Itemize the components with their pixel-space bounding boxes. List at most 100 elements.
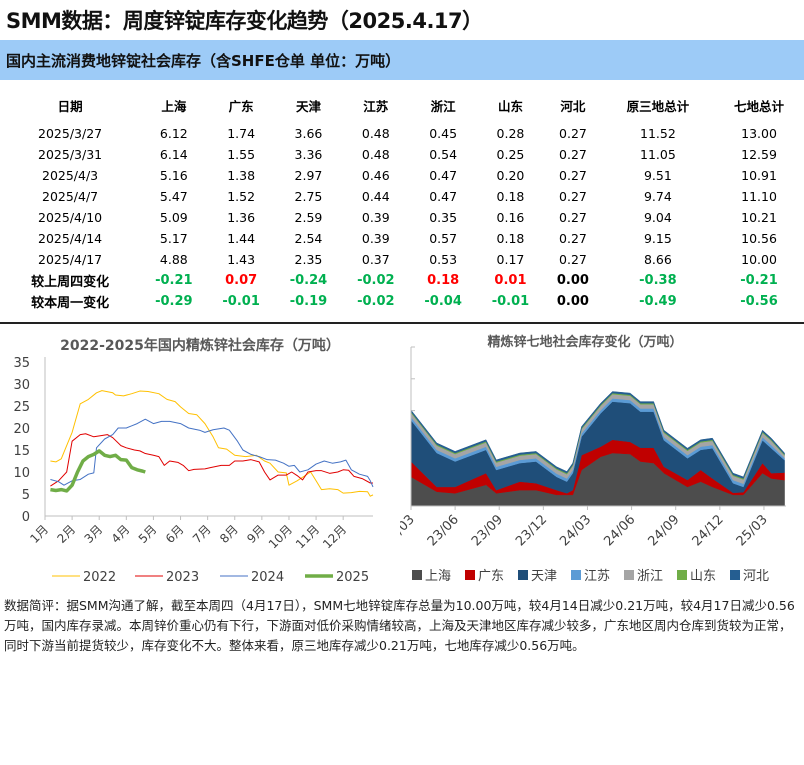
value-cell: 0.53	[429, 252, 458, 267]
value-cell: 0.18	[496, 189, 525, 204]
legend-swatch	[465, 570, 475, 580]
legend-label: 江苏	[584, 568, 610, 584]
change-cell: -0.21	[740, 273, 778, 288]
value-cell: 2.97	[294, 168, 323, 183]
value-cell: 0.27	[559, 126, 587, 141]
value-cell: 5.47	[159, 189, 188, 204]
x-tick-label: 24/06	[601, 512, 638, 549]
change-row: 较本周一变化 -0.29 -0.01 -0.19 -0.02 -0.04 -0.01 0.00…	[0, 291, 804, 312]
value-cell: 0.28	[496, 126, 525, 141]
y-tick-label: 35	[13, 356, 30, 371]
value-cell: 13.00	[741, 126, 777, 141]
x-tick-label: 23/09	[469, 512, 506, 549]
x-tick-label: 23/06	[425, 512, 462, 549]
value-cell: 0.57	[429, 231, 458, 246]
value-cell: 0.27	[559, 210, 587, 225]
x-tick-label: 7月	[190, 522, 214, 546]
legend-label: 山东	[690, 569, 716, 584]
x-tick-label: 11月	[293, 522, 322, 551]
x-tick-label: 10月	[266, 522, 295, 551]
value-cell: 4.88	[159, 252, 188, 267]
table-title: 国内主流消费地锌锭社会库存（含SHFE仓单 单位：万吨）	[6, 52, 401, 70]
value-cell: 2.35	[294, 252, 323, 267]
legend-swatch	[730, 570, 740, 580]
change-cell: 0.07	[225, 273, 258, 288]
x-tick-label: 9月	[244, 522, 268, 546]
value-cell: 0.48	[361, 147, 390, 162]
value-cell: 0.39	[361, 231, 390, 246]
value-cell: 1.38	[227, 168, 256, 183]
value-cell: 0.27	[559, 231, 587, 246]
stacked-area-chart: 精炼锌七地社会库存变化（万吨）0612182430上海广东天津江苏浙江山东河北2…	[400, 334, 786, 584]
value-cell: 0.18	[496, 231, 525, 246]
change-cell: 0.00	[556, 273, 589, 288]
value-cell: 0.37	[361, 252, 390, 267]
column-header: 日期	[57, 98, 83, 114]
chart-title: 精炼锌七地社会库存变化（万吨）	[487, 334, 682, 350]
value-cell: 10.91	[741, 168, 777, 183]
x-tick-label: 12月	[320, 522, 349, 551]
divider	[0, 322, 804, 324]
value-cell: 10.00	[741, 252, 777, 267]
y-tick-label: 25	[13, 400, 30, 415]
change-cell: -0.02	[357, 294, 395, 309]
legend-label: 上海	[425, 569, 451, 584]
table-row: 2025/4/14 5.17 1.44 2.54 0.39 0.57 0.18 0.27 9.1…	[0, 228, 804, 249]
value-cell: 1.74	[227, 126, 256, 141]
value-cell: 0.46	[361, 168, 390, 183]
change-label: 较本周一变化	[31, 296, 110, 311]
change-cell: -0.29	[155, 294, 193, 309]
change-cell: 0.00	[556, 294, 589, 309]
date-cell: 2025/4/3	[42, 168, 99, 183]
value-cell: 0.27	[559, 147, 587, 162]
legend-label: 河北	[743, 569, 769, 584]
change-cell: -0.38	[639, 273, 677, 288]
legend-label: 2023	[166, 570, 199, 585]
legend-label: 2024	[251, 570, 284, 585]
value-cell: 0.44	[361, 189, 390, 204]
column-header: 江苏	[363, 98, 389, 114]
change-cell: -0.02	[357, 273, 395, 288]
value-cell: 5.17	[159, 231, 188, 246]
value-cell: 0.47	[429, 189, 458, 204]
change-cell: -0.01	[222, 294, 260, 309]
x-tick-label: 2月	[54, 522, 78, 546]
value-cell: 11.05	[640, 147, 676, 162]
column-header: 上海	[161, 98, 187, 114]
date-cell: 2025/3/27	[38, 126, 103, 141]
value-cell: 0.20	[496, 168, 525, 183]
y-tick-label: 15	[13, 444, 30, 459]
legend-swatch	[624, 570, 634, 580]
series-line-2022	[50, 390, 374, 497]
value-cell: 1.52	[227, 189, 256, 204]
legend-swatch	[518, 570, 528, 580]
change-cell: 0.01	[494, 273, 527, 288]
legend-label: 2025	[336, 570, 369, 585]
y-tick-label: 30	[13, 378, 30, 393]
date-cell: 2025/4/10	[38, 210, 103, 225]
x-tick-label: 6月	[163, 522, 187, 546]
column-header: 天津	[295, 98, 321, 114]
date-cell: 2025/4/17	[38, 252, 103, 267]
value-cell: 1.44	[227, 231, 256, 246]
x-tick-label: 3月	[82, 522, 106, 546]
legend-swatch	[677, 570, 687, 580]
value-cell: 0.47	[429, 168, 458, 183]
legend-label: 2022	[83, 570, 116, 585]
table-header-row: 日期 上海 广东 天津 江苏 浙江 山东 河北 原三地总计 七地总计	[0, 93, 804, 123]
value-cell: 0.25	[496, 147, 525, 162]
value-cell: 6.14	[159, 147, 188, 162]
table-row: 2025/4/10 5.09 1.36 2.59 0.39 0.35 0.16 0.27 9.0…	[0, 207, 804, 228]
x-tick-label: 25/03	[734, 512, 771, 549]
x-tick-label: 1月	[27, 522, 51, 546]
change-cell: -0.19	[289, 294, 328, 309]
series-line-2025	[50, 449, 146, 493]
date-cell: 2025/3/31	[38, 147, 103, 162]
x-tick-label: 24/03	[557, 512, 594, 549]
change-cell: -0.49	[639, 294, 677, 309]
y-tick-label: 10	[13, 466, 30, 481]
value-cell: 8.66	[643, 252, 672, 267]
column-header: 河北	[560, 98, 586, 114]
series-line-2024	[50, 418, 374, 488]
x-tick-label: 5月	[136, 522, 160, 546]
